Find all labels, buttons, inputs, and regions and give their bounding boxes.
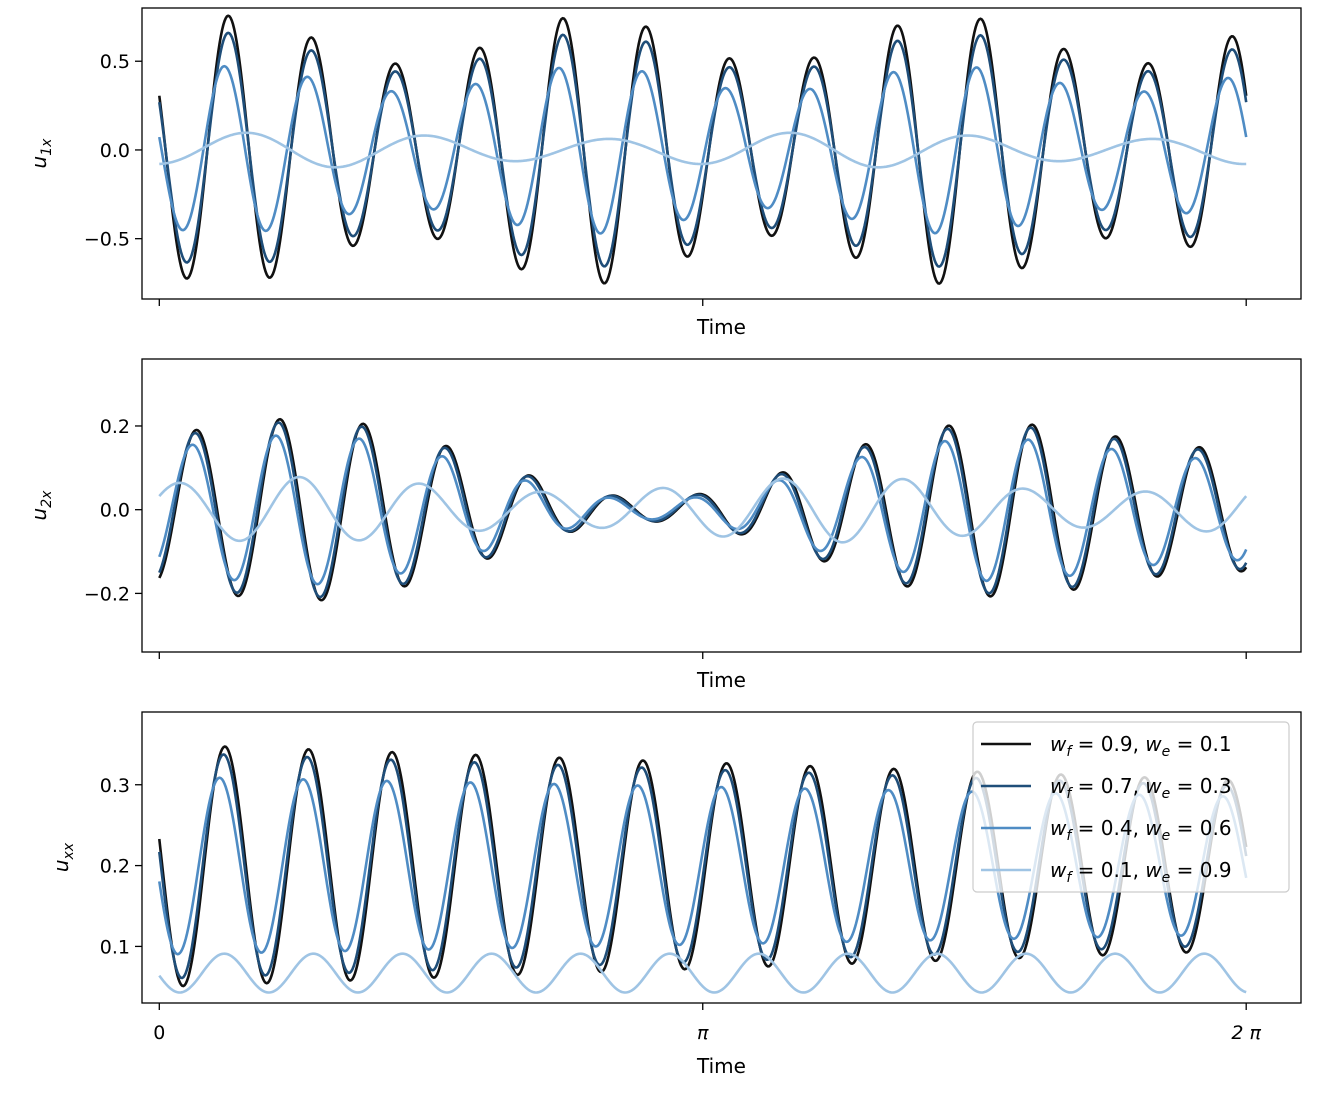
y-tick-label: 0.0 (100, 500, 130, 522)
y-tick-label: 0.3 (100, 775, 130, 797)
subplot-1: −0.5 0.0 0.5 Time u1x (27, 7, 1302, 339)
legend: wf = 0.9, we = 0.1 wf = 0.7, we = 0.3 wf =… (972, 721, 1290, 893)
x-axis-label: Time (696, 1054, 746, 1078)
x-tick-label: 2 π (1231, 1022, 1261, 1044)
x-tick-label: 0 (153, 1022, 165, 1044)
legend-entry-label: wf = 0.7, we = 0.3 (1050, 774, 1232, 802)
legend-entry-label: wf = 0.1, we = 0.9 (1050, 858, 1232, 886)
y-tick-label: 0.2 (100, 856, 130, 878)
series-line-3 (158, 64, 1248, 235)
series-line-1 (158, 417, 1248, 602)
series-line-3 (158, 434, 1248, 586)
series-line-4 (158, 475, 1248, 544)
y-tick-label: −0.2 (84, 583, 130, 605)
y-tick-label: 0.0 (100, 140, 130, 162)
subplot-2: −0.2 0.0 0.2 Time u2x (27, 358, 1302, 692)
legend-box (972, 721, 1290, 893)
axes-frame (141, 7, 1302, 300)
y-tick-label: 0.2 (100, 416, 130, 438)
x-axis-label: Time (696, 315, 746, 339)
axes-frame (141, 358, 1302, 653)
series-line-1 (158, 14, 1248, 285)
y-tick-label: −0.5 (84, 229, 130, 251)
y-tick-label: 0.1 (100, 936, 130, 958)
x-tick-label: π (697, 1022, 709, 1044)
series-line-4 (159, 131, 1247, 169)
series-line-4 (158, 952, 1247, 994)
legend-entry-label: wf = 0.9, we = 0.1 (1050, 732, 1232, 760)
y-axis-label: uxx (49, 842, 77, 872)
series-line-2 (158, 421, 1248, 599)
legend-entry-label: wf = 0.4, we = 0.6 (1050, 816, 1232, 844)
axes-frame (141, 711, 1302, 1004)
x-axis-label: Time (696, 668, 746, 692)
y-tick-label: 0.5 (100, 51, 130, 73)
y-axis-label: u2x (27, 490, 55, 521)
y-axis-label: u1x (27, 138, 55, 169)
